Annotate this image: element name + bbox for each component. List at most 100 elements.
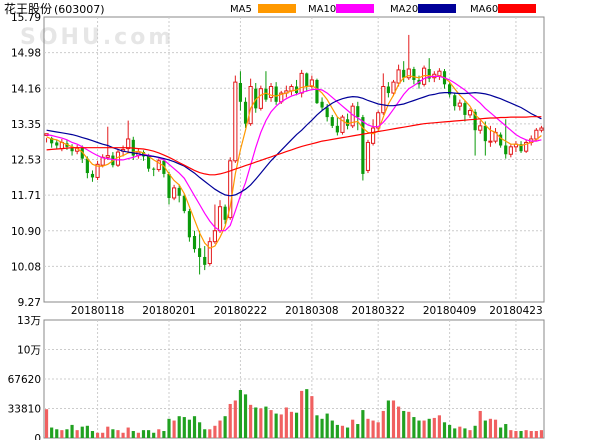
volume-bar bbox=[325, 413, 329, 438]
candle-body bbox=[217, 206, 223, 232]
candle-body bbox=[406, 68, 411, 79]
volume-bar bbox=[228, 403, 232, 438]
price-tick-label: 13.35 bbox=[11, 119, 41, 131]
volume-bar bbox=[106, 426, 110, 438]
volume-bar bbox=[203, 429, 207, 438]
volume-bar bbox=[493, 419, 498, 438]
candle-body bbox=[80, 147, 84, 159]
legend-label-ma60: MA60 bbox=[470, 4, 498, 15]
volume-bar bbox=[402, 410, 406, 438]
candle-body bbox=[162, 160, 166, 174]
volume-bar bbox=[356, 424, 360, 438]
candle-body bbox=[437, 70, 442, 77]
watermark: SOHU.com bbox=[20, 25, 174, 50]
ma-line-ma10 bbox=[46, 75, 542, 232]
volume-bar bbox=[504, 424, 508, 438]
volume-bar bbox=[157, 429, 161, 438]
volume-bar bbox=[534, 431, 538, 438]
volume-bar bbox=[437, 415, 441, 438]
volume-bar bbox=[529, 431, 533, 438]
price-tick-label: 12.53 bbox=[11, 155, 41, 167]
volume-bar bbox=[213, 425, 217, 438]
volume-bar bbox=[249, 404, 253, 438]
volume-bar bbox=[223, 416, 227, 438]
candle-body bbox=[396, 69, 401, 84]
price-tick-label: 11.71 bbox=[11, 190, 41, 202]
volume-bar bbox=[376, 422, 380, 438]
volume-bar bbox=[141, 430, 146, 438]
candle-body bbox=[85, 158, 89, 174]
stock-name: 花王股份 bbox=[4, 1, 52, 16]
date-tick-label: 20180308 bbox=[285, 305, 338, 317]
date-tick-label: 20180409 bbox=[423, 305, 476, 317]
candle-body bbox=[478, 125, 483, 131]
candle-body bbox=[524, 141, 529, 152]
candle-body bbox=[381, 86, 386, 114]
candle-body bbox=[305, 73, 309, 87]
candle-body bbox=[448, 84, 452, 95]
volume-bar bbox=[412, 417, 416, 438]
price-grid bbox=[44, 17, 544, 438]
candle-body bbox=[207, 241, 212, 265]
volume-grid bbox=[44, 349, 544, 409]
volume-bar bbox=[172, 420, 176, 438]
volume-bar bbox=[514, 431, 518, 438]
volume-bar bbox=[218, 420, 222, 438]
volume-bar bbox=[65, 429, 69, 438]
volume-bar bbox=[121, 432, 125, 438]
candle-body bbox=[228, 160, 233, 219]
legend-label-ma10: MA10 bbox=[308, 4, 336, 15]
volume-bar bbox=[192, 416, 197, 438]
volume-bar bbox=[233, 400, 237, 438]
volume-bar bbox=[539, 430, 544, 438]
candle-body bbox=[156, 160, 161, 171]
candle-body bbox=[182, 195, 186, 212]
price-y-axis: 15.79 14.98 14.16 13.35 12.53 11.71 10.90 10.08… bbox=[11, 12, 41, 309]
candle-body bbox=[243, 101, 248, 124]
volume-bar bbox=[208, 429, 212, 438]
candle-body bbox=[264, 88, 268, 100]
date-axis: 20180118 20180201 20180222 20180308 20180322… bbox=[71, 305, 543, 317]
volume-bar bbox=[80, 426, 84, 438]
candle-body bbox=[335, 125, 339, 133]
candle-body bbox=[187, 211, 191, 238]
volume-bar bbox=[391, 400, 396, 438]
candle-body bbox=[223, 206, 227, 220]
legend: MA5 MA10 MA20 MA60 bbox=[230, 4, 536, 15]
volume-bar bbox=[70, 424, 74, 438]
candle-body bbox=[463, 103, 467, 115]
candle-body bbox=[371, 127, 376, 144]
price-tick-label: 14.16 bbox=[11, 83, 41, 95]
volume-tick-label: 13万 bbox=[17, 315, 41, 327]
volume-bar bbox=[448, 424, 452, 438]
date-tick-label: 20180118 bbox=[71, 305, 124, 317]
volume-bar bbox=[95, 432, 100, 438]
volume-bar bbox=[147, 430, 151, 438]
candle-body bbox=[192, 235, 197, 250]
volume-bar bbox=[407, 411, 411, 438]
volume-bar bbox=[305, 389, 309, 438]
candle-body bbox=[457, 102, 462, 107]
volume-bar bbox=[397, 406, 401, 438]
volume-bar bbox=[162, 431, 166, 438]
volume-bar bbox=[111, 429, 115, 438]
volume-bar bbox=[315, 415, 319, 438]
volume-bar bbox=[152, 432, 156, 438]
date-tick-label: 20180222 bbox=[214, 305, 267, 317]
candle-body bbox=[365, 141, 371, 171]
volume-bar bbox=[478, 410, 482, 438]
candle-body bbox=[412, 69, 416, 80]
candle-body bbox=[330, 117, 334, 126]
volume-bar bbox=[136, 432, 140, 438]
candle-body bbox=[315, 79, 319, 104]
volume-bar bbox=[422, 420, 426, 438]
candle-body bbox=[299, 72, 304, 94]
volume-bar bbox=[499, 427, 503, 438]
volume-bar bbox=[85, 425, 89, 438]
candle-body bbox=[345, 119, 350, 126]
candle-body bbox=[539, 127, 544, 131]
volume-bar bbox=[294, 412, 299, 438]
candle-body bbox=[391, 81, 396, 94]
volume-bar bbox=[284, 407, 288, 438]
